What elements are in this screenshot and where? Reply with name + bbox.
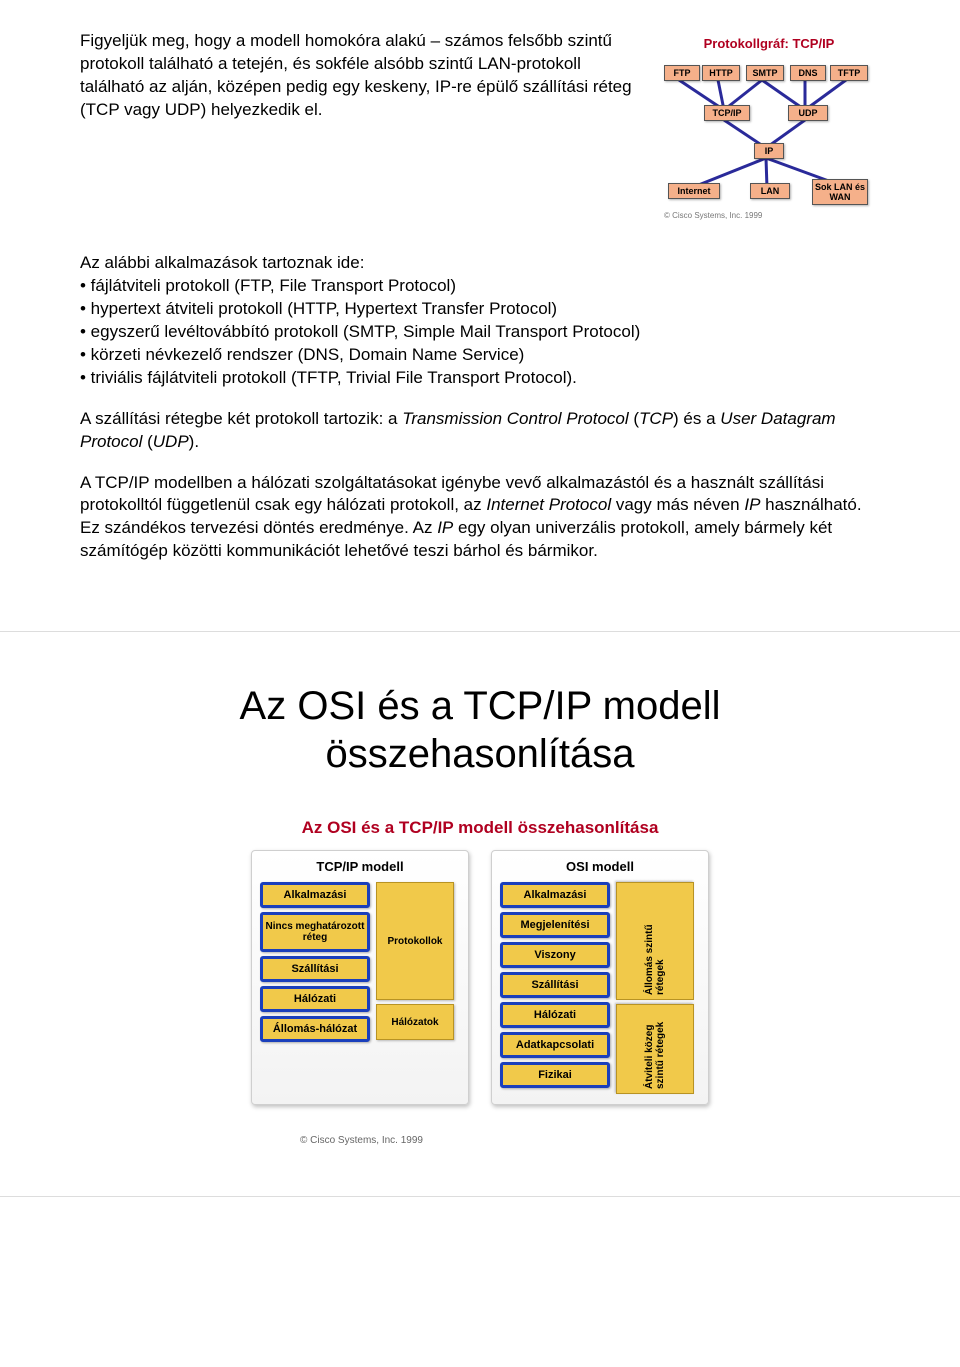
proto-node-udp: UDP (788, 105, 828, 121)
proto-node-smtp: SMTP (746, 65, 784, 81)
tcpip-panel-title: TCP/IP modell (260, 859, 460, 874)
layer-box: Fizikai (500, 1062, 610, 1088)
proto-node-wan: Sok LAN és WAN (812, 179, 868, 205)
side-label: Hálózatok (376, 1004, 454, 1040)
slide-2: Az OSI és a TCP/IP modell összehasonlítá… (0, 632, 960, 1197)
layer-box: Megjelenítési (500, 912, 610, 938)
list-item: • triviális fájlátviteli protokoll (TFTP… (80, 367, 880, 390)
intro-paragraph: Figyeljük meg, hogy a modell homokóra al… (80, 30, 638, 122)
ip-paragraph: A TCP/IP modellben a hálózati szolgáltat… (80, 472, 880, 564)
slide-1: Figyeljük meg, hogy a modell homokóra al… (0, 0, 960, 632)
figure-copyright: © Cisco Systems, Inc. 1999 (300, 1135, 880, 1146)
layer-box: Hálózati (500, 1002, 610, 1028)
list-item: • körzeti névkezelő rendszer (DNS, Domai… (80, 344, 880, 367)
protocol-graph-copyright: © Cisco Systems, Inc. 1999 (664, 211, 874, 220)
side-label: Átviteli közeg szintű rétegek (616, 1004, 694, 1094)
proto-node-tcp: TCP/IP (704, 105, 750, 121)
protocol-graph-title: Protokollgráf: TCP/IP (664, 36, 874, 51)
list-item: • fájlátviteli protokoll (FTP, File Tran… (80, 275, 880, 298)
proto-node-http: HTTP (702, 65, 740, 81)
comparison-diagram: TCP/IP modell Alkalmazási Nincs meghatáro… (230, 850, 730, 1105)
layer-box: Nincs meghatározott réteg (260, 912, 370, 952)
layer-box: Hálózati (260, 986, 370, 1012)
layer-box: Alkalmazási (260, 882, 370, 908)
protocol-graph-figure: Protokollgráf: TCP/IP FTPHTTP SMTP DNSTFTP… (658, 30, 880, 230)
tcpip-panel: TCP/IP modell Alkalmazási Nincs meghatáro… (251, 850, 469, 1105)
layer-box: Szállítási (500, 972, 610, 998)
side-label: Protokollok (376, 882, 454, 1000)
layer-box: Szállítási (260, 956, 370, 982)
osi-panel-title: OSI modell (500, 859, 700, 874)
transport-paragraph: A szállítási rétegbe két protokoll tarto… (80, 408, 880, 454)
proto-node-lan: LAN (750, 183, 790, 199)
proto-node-dns: DNS (790, 65, 826, 81)
comparison-title: Az OSI és a TCP/IP modell összehasonlítá… (230, 818, 730, 838)
layer-box: Viszony (500, 942, 610, 968)
proto-node-inet: Internet (668, 183, 720, 199)
side-label: Állomás szintű rétegek (616, 882, 694, 1000)
proto-node-ip: IP (754, 143, 784, 159)
application-list: • fájlátviteli protokoll (FTP, File Tran… (80, 275, 880, 390)
list-item: • egyszerű levéltovábbító protokoll (SMT… (80, 321, 880, 344)
layer-box: Állomás-hálózat (260, 1016, 370, 1042)
layer-box: Adatkapcsolati (500, 1032, 610, 1058)
list-item: • hypertext átviteli protokoll (HTTP, Hy… (80, 298, 880, 321)
proto-node-ftp: FTP (664, 65, 700, 81)
proto-node-tftp: TFTP (830, 65, 868, 81)
layer-box: Alkalmazási (500, 882, 610, 908)
list-intro: Az alábbi alkalmazások tartoznak ide: (80, 252, 880, 275)
slide-heading: Az OSI és a TCP/IP modell összehasonlítá… (80, 682, 880, 778)
osi-panel: OSI modell Alkalmazási Megjelenítési Viszo… (491, 850, 709, 1105)
